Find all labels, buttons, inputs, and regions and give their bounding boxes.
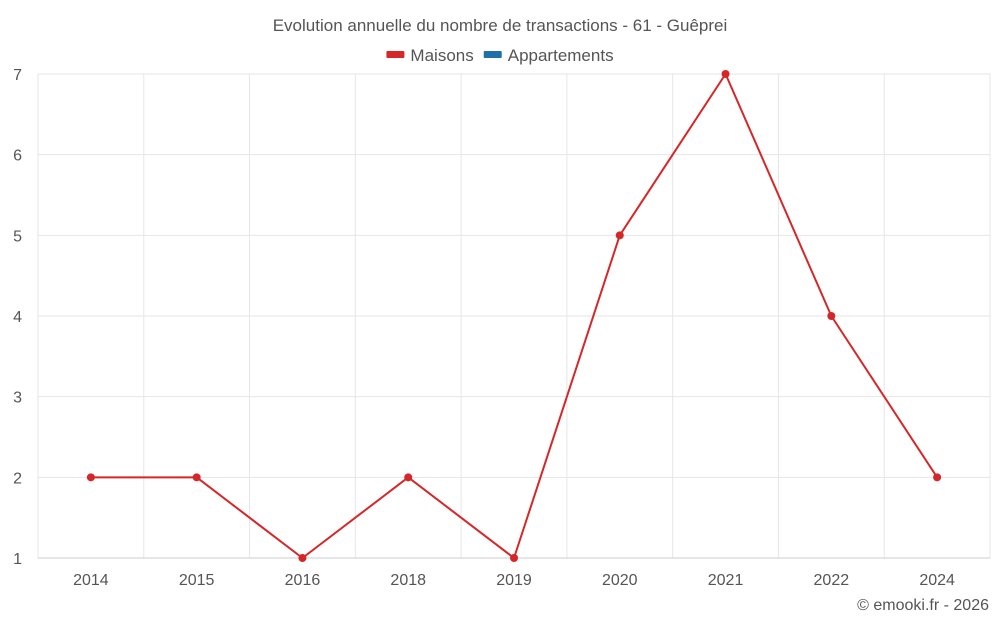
legend-item-maisons: Maisons [386,46,474,65]
data-point [86,473,95,482]
data-point [510,554,518,562]
chart-title: Evolution annuelle du nombre de transact… [273,16,728,35]
axes: 1 2 3 4 5 6 7 2014 2015 2016 2018 2019 2020 2021 2022 2… [13,67,990,589]
x-tick-label: 2018 [390,572,426,589]
y-tick-label: 7 [13,67,22,84]
data-point [192,473,201,482]
x-tick-label: 2014 [73,572,109,589]
data-point [615,231,624,240]
data-point [721,70,730,78]
y-tick-label: 1 [13,551,22,568]
data-point [298,554,307,562]
y-tick-label: 6 [13,148,22,165]
legend-item-appartements: Appartements [483,46,614,65]
data-point [933,473,942,482]
grid [37,73,991,558]
x-tick-label: 2024 [919,572,955,589]
y-tick-label: 3 [13,390,22,407]
data-point [404,473,413,482]
data-point [827,312,836,320]
x-tick-label: 2019 [496,572,532,589]
y-tick-label: 5 [13,228,22,245]
legend-label: Maisons [410,46,473,65]
legend: Maisons Appartements [386,46,614,65]
x-tick-label: 2016 [285,572,321,589]
y-tick-label: 2 [13,470,22,487]
legend-swatch [386,51,405,58]
x-tick-label: 2020 [602,572,638,589]
legend-label: Appartements [508,46,614,65]
legend-swatch [483,51,502,58]
x-tick-label: 2015 [179,572,215,589]
series [86,70,942,562]
y-tick-label: 4 [13,309,22,326]
x-tick-label: 2022 [814,572,850,589]
credit-text: © emooki.fr - 2026 [857,597,989,614]
x-tick-label: 2021 [708,572,744,589]
